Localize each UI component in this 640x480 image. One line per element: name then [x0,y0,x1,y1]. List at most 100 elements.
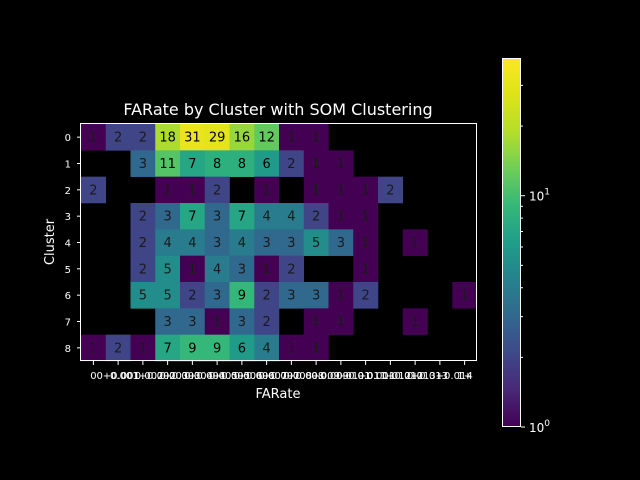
cell-value-label: 1 [337,210,345,225]
heatmap-cell [180,203,206,230]
cell-value-label: 7 [188,210,196,225]
x-tick-label: 0+0.001 [96,371,139,382]
x-tick-label: 0.006+0.007 [234,371,300,382]
heatmap-cell [204,124,230,151]
heatmap-cells [81,124,478,362]
cell-value-label: 1 [163,183,171,198]
cell-value-label: 1 [337,183,345,198]
cell-value-label: 1 [312,315,320,330]
cell-value-label: 3 [262,236,270,251]
x-tick-label: 0.007+0.008 [259,371,325,382]
heatmap-cell [155,124,181,151]
heatmap-cell [229,229,255,256]
cell-value-label: 1 [460,289,468,304]
heatmap-cell [81,124,107,151]
cell-value-label: 31 [184,131,201,146]
cell-value-label: 5 [163,262,171,277]
heatmap-cell [204,282,230,309]
heatmap-cell [155,176,181,204]
heatmap-cell [130,255,156,283]
y-tick-label: 6 [65,291,71,302]
heatmap-cell [328,176,354,204]
heatmap-cell [105,124,131,151]
heatmap-cell [180,229,206,256]
heatmap-cell [254,282,280,309]
cell-value-label: 2 [287,157,295,172]
heatmap-cell [303,203,329,230]
cell-value-label: 4 [262,210,270,225]
heatmap-cell [229,308,255,335]
heatmap-cell [328,150,354,177]
heatmap-cell [254,229,280,256]
x-axis-ticks: 0 0+0.0010.001+0.0020.002+0.0030.003+0.00… [90,361,473,382]
cell-value-label: 1 [361,236,369,251]
y-tick-label: 8 [65,344,71,355]
heatmap-cell [402,229,428,256]
cell-value-label: 3 [238,262,246,277]
cell-value-label: 12 [258,131,275,146]
cell-value-label: 3 [337,236,345,251]
cell-value-label: 1 [411,236,419,251]
cell-value-label: 4 [238,236,246,251]
cell-value-label: 18 [159,131,176,146]
heatmap-cell [254,124,280,151]
heatmap-cell [279,229,305,256]
cell-value-label: 1 [262,262,270,277]
heatmap-cell [180,150,206,177]
heatmap-cell [328,229,354,256]
heatmap-cell [353,176,379,204]
heatmap-cell [130,150,156,177]
x-tick-label: 0 [90,371,96,382]
cell-value-label: 1 [312,183,320,198]
heatmap-cell [81,176,107,204]
cell-value-label: 1 [89,131,97,146]
heatmap-cell [130,203,156,230]
cell-value-label: 1 [411,315,419,330]
y-tick-label: 7 [65,318,71,329]
heatmap-cell [204,176,230,204]
cell-value-label: 2 [361,289,369,304]
heatmap-cell [180,255,206,283]
cell-value-label: 6 [238,341,246,356]
y-tick-label: 3 [65,212,71,223]
heatmap-cell [353,282,379,309]
heatmap-cell [254,203,280,230]
cell-value-label: 2 [139,131,147,146]
x-tick-label: 0.01+0.011 [336,371,395,382]
cell-value-label: 7 [188,157,196,172]
cell-value-label: 16 [234,131,251,146]
heatmap-cell [254,176,280,204]
x-tick-label: 1+ [457,371,472,382]
x-tick-label: 0.011+0.012 [358,371,424,382]
heatmap-cell [180,334,206,362]
colorbar [502,58,521,427]
heatmap-cell [452,282,478,309]
heatmap-cell [254,255,280,283]
heatmap-cell [105,334,131,362]
x-tick-label: 0.008+0.009 [283,371,349,382]
heatmap-cell [204,334,230,362]
cell-value-label: 2 [89,183,97,198]
cell-value-label: 1 [337,157,345,172]
heatmap-cell [155,150,181,177]
cell-value-label: 3 [213,236,221,251]
heatmap-cell [303,282,329,309]
cell-value-label: 1 [312,341,320,356]
heatmap-cell [303,308,329,335]
heatmap-cell [155,308,181,335]
cell-value-label: 1 [188,183,196,198]
cell-value-label: 2 [262,315,270,330]
heatmap-cell [204,308,230,335]
cell-value-label: 7 [163,341,171,356]
cell-value-label: 2 [262,289,270,304]
heatmap-cell [155,255,181,283]
heatmap-cell [229,124,255,151]
cell-value-label: 2 [139,236,147,251]
cell-value-label: 4 [163,236,171,251]
heatmap-cell [130,334,156,362]
heatmap-cell [204,255,230,283]
heatmap-cell [279,255,305,283]
heatmap-cell [229,255,255,283]
heatmap-cell [180,124,206,151]
